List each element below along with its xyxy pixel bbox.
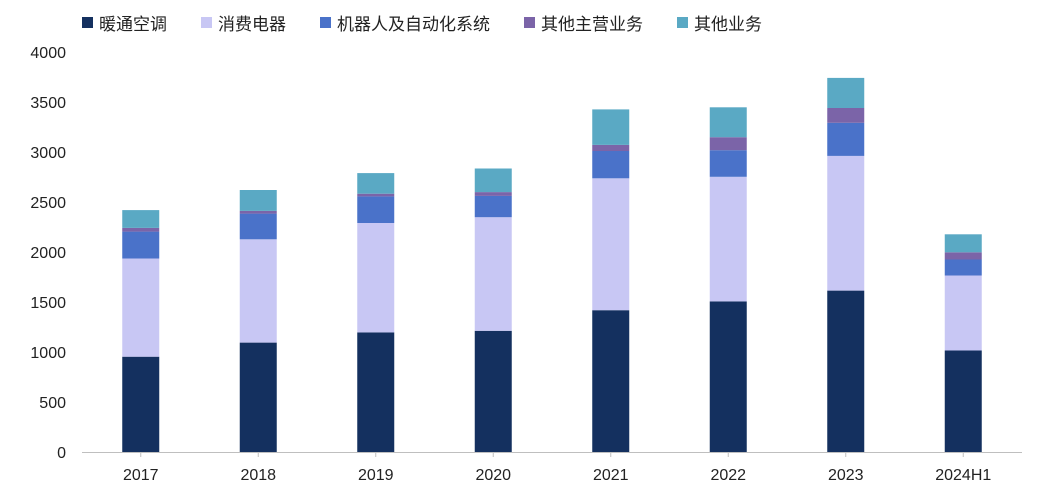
bar-segment-2023-s2 <box>827 122 865 156</box>
bar-segment-2023-s4 <box>827 77 865 108</box>
legend-swatch-other-main-business <box>524 16 535 28</box>
bar-segment-2019-s3 <box>357 193 395 197</box>
bar-segment-2018-s1 <box>239 239 277 343</box>
bar-segment-2020-s4 <box>474 168 512 193</box>
bar-segment-2019-s1 <box>357 223 395 333</box>
bar-segment-2022-s2 <box>709 150 747 177</box>
x-tick-label: 2024H1 <box>935 467 991 484</box>
y-tick-label: 2500 <box>30 195 66 212</box>
bar-segment-2018-s3 <box>239 210 277 214</box>
y-tick-label: 3500 <box>30 95 66 112</box>
bar-segment-2017-s2 <box>122 231 160 259</box>
legend-label-robotics-automation: 机器人及自动化系统 <box>337 14 490 35</box>
bar-segment-2017-s4 <box>122 210 160 228</box>
bar-segment-2022-s1 <box>709 176 747 302</box>
bar-segment-2017-s0 <box>122 356 160 452</box>
bar-segment-2021-s1 <box>592 178 630 311</box>
bar-segment-2023-s1 <box>827 155 865 291</box>
y-tick-label: 0 <box>57 445 66 462</box>
x-tick-label: 2021 <box>593 467 629 484</box>
x-tick-label: 2020 <box>475 467 511 484</box>
bar-segment-2021-s0 <box>592 310 630 452</box>
bar-segment-2020-s2 <box>474 195 512 218</box>
bar-segment-2017-s1 <box>122 258 160 357</box>
bar-segment-2023-s0 <box>827 290 865 452</box>
legend-item-robotics-automation: 机器人及自动化系统 <box>320 10 490 35</box>
legend-item-consumer-appliances: 消费电器 <box>201 10 286 35</box>
bar-segment-2020-s0 <box>474 330 512 452</box>
y-tick-label: 1000 <box>30 345 66 362</box>
legend-swatch-hvac <box>82 16 93 28</box>
bar-segment-2018-s2 <box>239 213 277 240</box>
bar-segment-2018-s4 <box>239 190 277 211</box>
bar-segment-2022-s4 <box>709 107 747 138</box>
y-tick-label: 500 <box>39 395 66 412</box>
bar-segment-2020-s3 <box>474 192 512 196</box>
bar-segment-2021-s3 <box>592 144 630 151</box>
bar-segment-2022-s0 <box>709 301 747 452</box>
legend-label-other-business: 其他业务 <box>694 14 762 35</box>
bar-segment-2024H1-s1 <box>944 275 982 351</box>
bar-segment-2019-s0 <box>357 332 395 452</box>
legend: 暖通空调 消费电器 机器人及自动化系统 其他主营业务 其他业务 <box>82 8 796 36</box>
x-tick-label: 2017 <box>123 467 159 484</box>
bar-segment-2017-s3 <box>122 227 160 232</box>
y-tick-label: 3000 <box>30 145 66 162</box>
legend-swatch-consumer-appliances <box>201 16 212 28</box>
bar-segment-2021-s4 <box>592 109 630 145</box>
legend-swatch-other-business <box>677 16 688 28</box>
y-tick-label: 4000 <box>30 45 66 62</box>
x-tick-label: 2018 <box>240 467 276 484</box>
legend-label-consumer-appliances: 消费电器 <box>218 14 286 35</box>
legend-item-hvac: 暖通空调 <box>82 10 167 35</box>
bar-segment-2024H1-s3 <box>944 252 982 260</box>
bars <box>122 77 982 452</box>
bar-segment-2024H1-s0 <box>944 350 982 452</box>
bar-segment-2019-s2 <box>357 196 395 223</box>
x-tick-label: 2023 <box>828 467 864 484</box>
legend-item-other-main-business: 其他主营业务 <box>524 10 643 35</box>
legend-swatch-robotics-automation <box>320 16 331 28</box>
x-axis: 2017 2018 2019 2020 2021 2022 2023 2024H1 <box>82 452 1022 484</box>
bar-segment-2024H1-s4 <box>944 234 982 253</box>
bar-segment-2022-s3 <box>709 137 747 151</box>
x-tick-label: 2022 <box>710 467 746 484</box>
bar-segment-2021-s2 <box>592 151 630 179</box>
y-tick-label: 1500 <box>30 295 66 312</box>
x-tick-label: 2019 <box>358 467 394 484</box>
legend-label-other-main-business: 其他主营业务 <box>541 14 643 35</box>
bar-segment-2023-s3 <box>827 108 865 123</box>
bar-segment-2024H1-s2 <box>944 259 982 276</box>
legend-label-hvac: 暖通空调 <box>99 14 167 35</box>
bar-segment-2020-s1 <box>474 217 512 331</box>
legend-item-other-business: 其他业务 <box>677 10 762 35</box>
y-axis: 0 500 1000 1500 2000 2500 3000 3500 4000 <box>30 45 66 462</box>
bar-segment-2019-s4 <box>357 173 395 194</box>
y-tick-label: 2000 <box>30 245 66 262</box>
bar-segment-2018-s0 <box>239 342 277 452</box>
